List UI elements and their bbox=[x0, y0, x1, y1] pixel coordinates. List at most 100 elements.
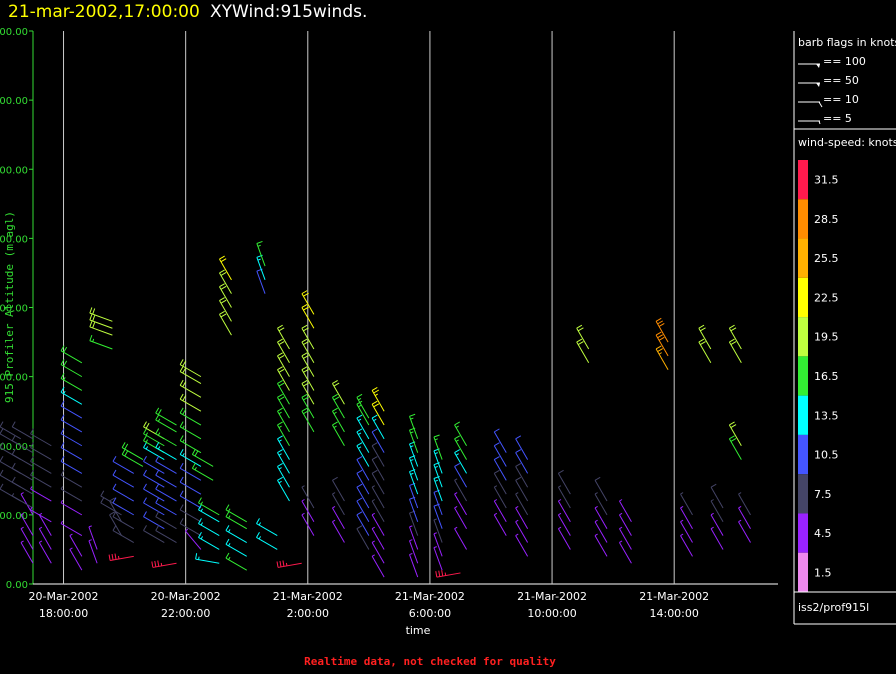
wind-barb bbox=[655, 331, 669, 357]
wind-barb bbox=[371, 456, 385, 481]
barb-half-flag bbox=[454, 478, 458, 481]
wind-barb bbox=[356, 483, 370, 509]
barb-flag bbox=[278, 382, 285, 387]
y-tick-label: 3500.00 bbox=[0, 96, 28, 107]
wind-barb bbox=[179, 449, 202, 467]
x-tick-label-time: 22:00:00 bbox=[161, 607, 210, 620]
barb-flag bbox=[155, 442, 160, 448]
barb-flag bbox=[655, 331, 662, 336]
barb-staff bbox=[110, 555, 134, 562]
wind-barb bbox=[11, 462, 34, 481]
wind-barb bbox=[356, 428, 370, 453]
barb-flag bbox=[143, 525, 147, 531]
wind-barb bbox=[433, 503, 443, 529]
barb-staff bbox=[619, 542, 632, 564]
barb-half-flag bbox=[410, 472, 414, 475]
barb-flag bbox=[356, 393, 363, 398]
barb-flag bbox=[155, 483, 160, 490]
barb-flag bbox=[435, 571, 438, 578]
barb-staff bbox=[121, 454, 144, 467]
wind-barb bbox=[60, 373, 83, 391]
barb-flag bbox=[373, 403, 380, 408]
y-tick-label: 1000.00 bbox=[0, 442, 28, 453]
wind-barb bbox=[515, 449, 529, 474]
wind-barb bbox=[277, 449, 290, 474]
barb-staff bbox=[277, 452, 290, 474]
barb-flag bbox=[143, 442, 147, 448]
barb-staff bbox=[356, 528, 370, 550]
wind-barb bbox=[11, 449, 34, 467]
barb-half-flag bbox=[358, 404, 362, 408]
wind-barb bbox=[356, 525, 370, 550]
wind-barb bbox=[179, 407, 202, 426]
barb-flag bbox=[356, 525, 363, 530]
wind-barb bbox=[409, 496, 419, 522]
x-axis-label: time bbox=[406, 624, 431, 637]
barb-staff bbox=[155, 447, 177, 461]
speed-legend-title: wind-speed: knots bbox=[798, 136, 896, 149]
barb-staff bbox=[277, 369, 290, 391]
wind-barb bbox=[143, 442, 165, 461]
wind-barb bbox=[680, 533, 693, 557]
barb-flag bbox=[155, 525, 160, 531]
barb-staff bbox=[277, 562, 302, 568]
wind-barb bbox=[277, 393, 290, 419]
barb-flag bbox=[332, 407, 338, 412]
wind-barb bbox=[143, 511, 165, 530]
barb-flag bbox=[333, 382, 340, 387]
barb-half-flag bbox=[594, 492, 598, 495]
barb-half-flag bbox=[455, 453, 459, 456]
barb-flag bbox=[657, 320, 664, 325]
barb-flag bbox=[182, 367, 187, 374]
barb-flag bbox=[112, 469, 117, 476]
barb-staff bbox=[409, 554, 419, 578]
wind-barb bbox=[301, 485, 315, 509]
barb-staff bbox=[155, 433, 177, 447]
wind-barb bbox=[225, 511, 247, 530]
wind-barb bbox=[680, 492, 693, 516]
barb-staff bbox=[371, 390, 385, 412]
barb-flag bbox=[279, 560, 282, 567]
barb-staff bbox=[371, 417, 385, 440]
speed-swatch bbox=[798, 356, 808, 396]
barb-staff bbox=[11, 426, 34, 440]
x-tick-label-time: 14:00:00 bbox=[649, 607, 698, 620]
wind-barb bbox=[185, 528, 202, 550]
barb-staff bbox=[11, 481, 34, 495]
wind-barb bbox=[409, 455, 419, 481]
barb-staff bbox=[112, 474, 135, 488]
wind-barbs bbox=[0, 240, 751, 578]
barb-flag bbox=[198, 531, 202, 538]
wind-barb bbox=[277, 421, 290, 447]
barb-flag bbox=[301, 366, 308, 371]
y-tick-label: 2000.00 bbox=[0, 304, 28, 315]
barb-half-flag bbox=[515, 519, 519, 523]
barb-half-flag bbox=[454, 505, 458, 509]
wind-barb bbox=[515, 519, 529, 543]
barb-flag bbox=[179, 518, 184, 524]
wind-barb bbox=[277, 380, 290, 405]
wind-barb bbox=[301, 338, 315, 364]
barb-flag bbox=[278, 368, 285, 373]
barb-half-flag bbox=[371, 499, 375, 502]
barb-staff bbox=[332, 507, 345, 529]
barb-flag bbox=[356, 483, 363, 488]
barb-half-flag bbox=[455, 425, 459, 428]
barb-staff bbox=[38, 528, 52, 550]
x-tick-label-time: 6:00:00 bbox=[409, 607, 451, 620]
x-tick-label-time: 10:00:00 bbox=[527, 607, 576, 620]
barb-half-flag bbox=[371, 526, 375, 530]
barb-flag bbox=[0, 455, 4, 462]
barb-flag bbox=[89, 321, 93, 328]
barb-flag bbox=[730, 341, 737, 346]
wind-barb bbox=[619, 499, 632, 523]
barb-staff bbox=[594, 480, 608, 502]
wind-barb bbox=[655, 317, 669, 343]
barb-staff bbox=[710, 486, 724, 509]
wind-barb bbox=[100, 490, 122, 509]
barb-flag bbox=[155, 511, 160, 517]
barb-staff bbox=[515, 521, 529, 543]
barb-staff bbox=[179, 412, 202, 426]
wind-barb bbox=[557, 469, 571, 495]
barb-staff bbox=[60, 523, 83, 537]
